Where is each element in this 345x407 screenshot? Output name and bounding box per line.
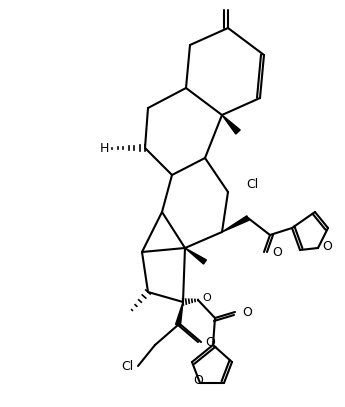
- Polygon shape: [222, 115, 240, 134]
- Polygon shape: [176, 302, 183, 326]
- Polygon shape: [185, 248, 206, 264]
- Text: Cl: Cl: [122, 359, 134, 372]
- Polygon shape: [222, 216, 249, 232]
- Text: O: O: [205, 335, 215, 348]
- Text: Cl: Cl: [246, 177, 258, 190]
- Text: O: O: [242, 306, 252, 319]
- Text: O: O: [272, 245, 282, 258]
- Text: O: O: [322, 239, 332, 252]
- Text: O: O: [202, 293, 211, 303]
- Text: H: H: [99, 142, 109, 155]
- Text: O: O: [193, 374, 203, 387]
